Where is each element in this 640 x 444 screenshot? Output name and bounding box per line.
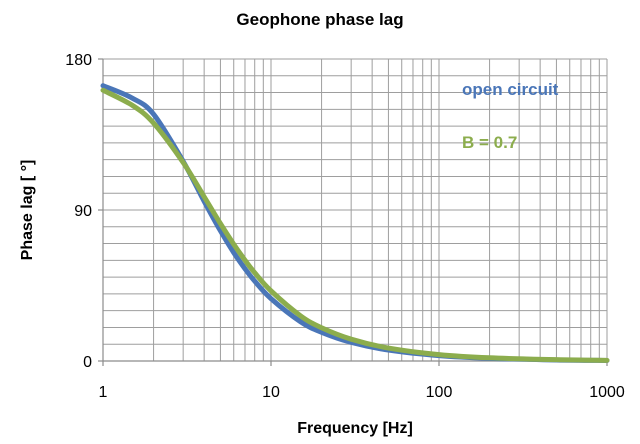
y-tick-label: 90 (74, 203, 92, 220)
legend: open circuit B = 0.7 (462, 80, 559, 152)
y-tick-label: 0 (83, 354, 92, 371)
x-tick-label: 100 (426, 384, 453, 401)
grid-lines (102, 58, 608, 361)
x-tick-label: 10 (262, 384, 280, 401)
series-line-b-0-7 (100, 87, 610, 363)
chart-title: Geophone phase lag (236, 10, 403, 29)
x-tick-label: 1000 (589, 384, 625, 401)
legend-label-b-0-7: B = 0.7 (462, 133, 517, 152)
y-axis-label: Phase lag [ °] (19, 160, 36, 261)
series-lines (100, 83, 610, 363)
y-tick-label: 180 (65, 52, 92, 69)
series-line-open-circuit (100, 83, 610, 363)
tick-labels: 0 90 180 1 10 100 1000 (65, 52, 625, 401)
legend-label-open-circuit: open circuit (462, 80, 559, 99)
x-tick-label: 1 (99, 384, 108, 401)
x-axis-label: Frequency [Hz] (297, 420, 413, 437)
